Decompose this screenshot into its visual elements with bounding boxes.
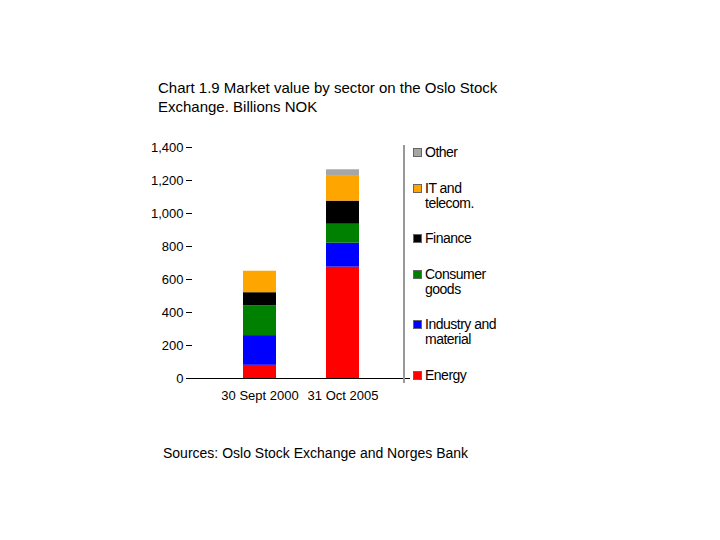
html-text:Other: Other: [425, 144, 458, 160]
svg-text:400: 400: [162, 305, 184, 320]
html-text:Finance: Finance: [425, 230, 472, 247]
html-text:Industry and material: Industry and material: [425, 316, 497, 348]
svg-text:1,200: 1,200: [151, 173, 184, 188]
svg-text:30 Sept 2000: 30 Sept 2000: [221, 388, 298, 403]
svg-text:31 Oct 2005: 31 Oct 2005: [308, 388, 379, 403]
svg-text:1,000: 1,000: [151, 206, 184, 221]
html-text:IT and telecom.: IT and telecom.: [425, 179, 474, 211]
svg-text:800: 800: [162, 239, 184, 254]
svg-text:600: 600: [162, 272, 184, 287]
svg-text:1,400: 1,400: [151, 140, 184, 155]
svg-text:0: 0: [176, 371, 183, 386]
html-text:Chart 1.9 Market value by sect: Chart 1.9 Market value by sector on the …: [158, 79, 498, 115]
html-text:Energy: Energy: [425, 367, 467, 383]
html-text:Consumer goods: Consumer goods: [425, 265, 486, 297]
html-text:Sources: Oslo Stock Exchange a: Sources: Oslo Stock Exchange and Norges …: [163, 445, 469, 461]
svg-text:200: 200: [162, 338, 184, 353]
